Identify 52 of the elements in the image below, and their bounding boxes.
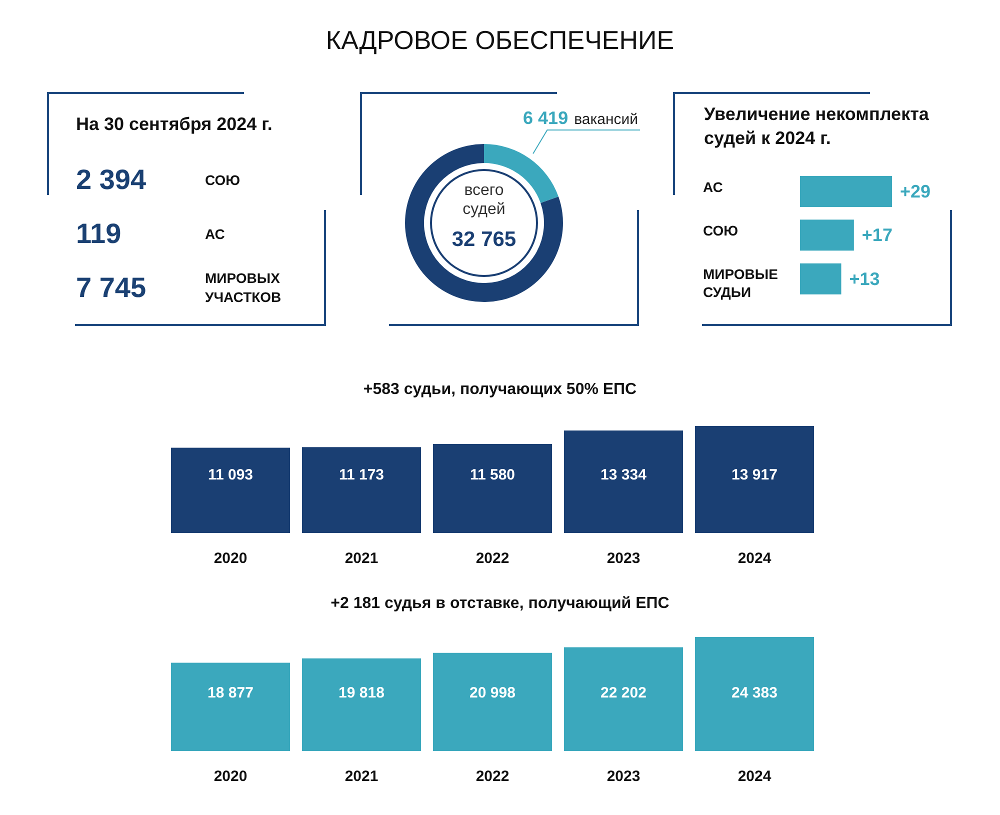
data-label: 2 394 bbox=[76, 164, 148, 196]
chart-title: Увеличение некомплекта судей к 2024 г. bbox=[704, 103, 930, 150]
x-tick-label: 2020 bbox=[214, 768, 248, 785]
x-tick-label: 2021 bbox=[344, 550, 378, 567]
data-label: 13 917 bbox=[732, 466, 778, 484]
bar bbox=[564, 647, 683, 751]
bar bbox=[695, 637, 814, 751]
x-tick-label: 2021 bbox=[344, 768, 378, 785]
data-label: 20 998 bbox=[470, 684, 516, 702]
x-tick-label: 2023 bbox=[606, 768, 640, 785]
y-tick-label: СОЮ bbox=[703, 222, 738, 238]
text: КАДРОВОЕ ОБЕСПЕЧЕНИЕ bbox=[326, 24, 674, 56]
bar bbox=[302, 447, 421, 533]
x-tick-label: 2024 bbox=[738, 550, 772, 567]
data-label: 119 bbox=[76, 218, 122, 250]
bar bbox=[171, 662, 290, 751]
data-label: 11 580 bbox=[470, 466, 516, 484]
data-label: 11 093 bbox=[208, 466, 254, 484]
y-tick-label: АС bbox=[703, 178, 723, 195]
chart-title: +583 судьи, получающих 50% ЕПС bbox=[363, 381, 637, 399]
x-tick-label: 2024 bbox=[738, 768, 772, 785]
data-label: +17 bbox=[862, 225, 892, 246]
data-label: 11 173 bbox=[338, 466, 384, 484]
x-tick-label: 2020 bbox=[214, 550, 248, 567]
bar bbox=[695, 426, 814, 533]
data-label: 13 334 bbox=[600, 466, 648, 484]
bar bbox=[433, 652, 552, 751]
x-tick-label: 2022 bbox=[476, 768, 510, 785]
data-label: 24 383 bbox=[732, 684, 778, 702]
x-tick-label: 2023 bbox=[606, 550, 640, 567]
bar bbox=[564, 430, 683, 533]
donut-slice bbox=[405, 144, 563, 302]
category-label: МИРОВЫХ УЧАСТКОВ bbox=[205, 269, 282, 307]
data-label: 18 877 bbox=[208, 684, 254, 702]
chart-title: +2 181 судья в отставке, получающий ЕПС bbox=[330, 595, 670, 613]
slice-label: вакансий bbox=[574, 111, 638, 128]
bar bbox=[302, 658, 421, 751]
text: На 30 сентября 2024 г. bbox=[76, 114, 272, 135]
y-tick-label: МИРОВЫЕ СУДЬИ bbox=[703, 266, 778, 300]
text: всего судей bbox=[462, 181, 506, 219]
bar bbox=[171, 448, 290, 533]
bar bbox=[433, 444, 552, 533]
text: 32 765 bbox=[450, 228, 518, 252]
data-label: +13 bbox=[849, 268, 880, 289]
data-label: +29 bbox=[900, 182, 931, 202]
x-tick-label: 2022 bbox=[476, 550, 510, 567]
category-label: АС bbox=[205, 224, 226, 244]
category-label: СОЮ bbox=[205, 170, 242, 190]
data-label: 22 202 bbox=[600, 684, 646, 702]
data-label: 6 419 bbox=[523, 108, 568, 128]
data-label: 19 818 bbox=[338, 684, 384, 702]
data-label: 7 745 bbox=[76, 272, 148, 304]
